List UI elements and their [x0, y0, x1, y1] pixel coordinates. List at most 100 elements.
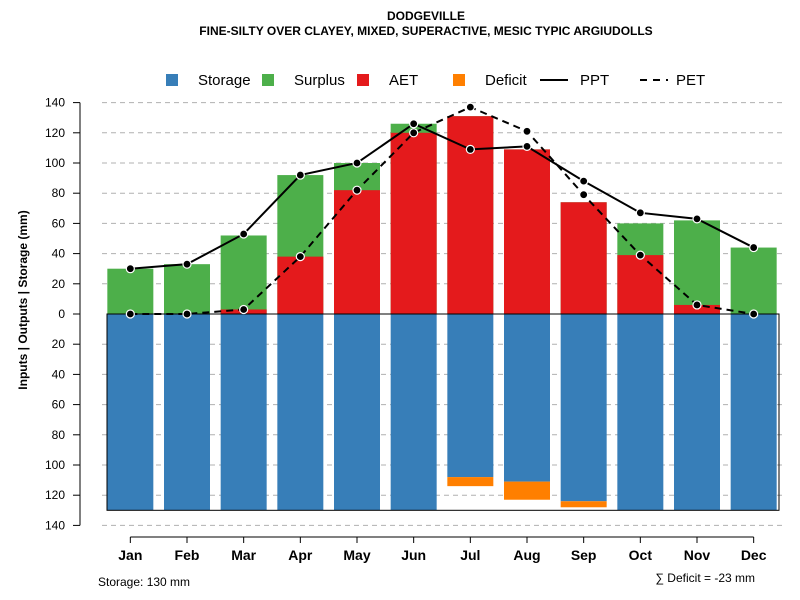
legend-label-ppt: PPT [580, 72, 609, 89]
chart-legend: Storage Surplus AET Deficit PPT PET [166, 72, 705, 89]
ppt-point [692, 214, 702, 224]
ppt-point [465, 144, 475, 155]
x-tick-label: Jan [118, 547, 142, 563]
deficit-bar [447, 477, 494, 487]
pet-point [579, 190, 589, 200]
pet-point [409, 128, 419, 138]
storage-bar [617, 314, 664, 511]
deficit-bar [560, 501, 607, 508]
chart-title: DODGEVILLE [387, 9, 465, 23]
ppt-point [635, 208, 645, 218]
ppt-point [579, 176, 589, 186]
storage-bar [277, 314, 324, 511]
axes: 140 120 100 80 60 40 20 0 20 40 60 80 100 120 140 Jan Fe… [45, 96, 767, 563]
aet-bar [504, 149, 550, 314]
storage-bar [560, 314, 607, 502]
pet-point [295, 252, 305, 262]
x-tick-label: May [343, 547, 370, 563]
legend-swatch-storage [166, 74, 178, 86]
x-tick-label: Nov [684, 547, 711, 563]
storage-bar [447, 314, 494, 478]
storage-bar [674, 314, 720, 511]
ppt-point [522, 141, 532, 151]
pet-point [635, 250, 645, 260]
y-tick-label: 120 [45, 126, 65, 140]
x-tick-label: Mar [231, 547, 256, 563]
pet-point [749, 309, 759, 319]
storage-bar [390, 314, 437, 511]
storage-bar [107, 314, 154, 511]
pet-point [465, 102, 475, 112]
legend-label-aet: AET [389, 72, 418, 89]
aet-bar [277, 256, 324, 314]
y-tick-label: 80 [52, 428, 66, 442]
y-tick-label: 100 [45, 458, 65, 472]
x-tick-label: Oct [629, 547, 653, 563]
pet-line [130, 106, 754, 315]
y-tick-label: 60 [52, 216, 66, 230]
chart-subtitle: FINE-SILTY OVER CLAYEY, MIXED, SUPERACTI… [199, 24, 652, 38]
ppt-point [409, 119, 419, 129]
deficit-note: ∑ Deficit = -23 mm [655, 571, 755, 585]
deficit-bar [504, 481, 550, 500]
y-tick-label: 60 [52, 398, 66, 412]
storage-bar [504, 314, 550, 482]
x-tick-label: Jun [401, 547, 426, 563]
surplus-bar [220, 235, 267, 314]
surplus-bar [164, 264, 210, 314]
pet-point [352, 185, 362, 195]
pet-point [182, 309, 192, 319]
aet-bar [334, 190, 380, 314]
y-tick-label: 80 [52, 186, 66, 200]
ppt-point [239, 229, 249, 239]
y-tick-label: 20 [52, 337, 66, 351]
ppt-point [352, 158, 362, 168]
x-tick-label: Jul [460, 547, 480, 563]
y-tick-label: 40 [52, 367, 66, 381]
surplus-bar [107, 268, 154, 314]
aet-bar [390, 132, 437, 314]
storage-note: Storage: 130 mm [98, 575, 190, 589]
legend-label-surplus: Surplus [294, 72, 345, 89]
x-tick-label: Apr [288, 547, 313, 563]
storage-bar [334, 314, 380, 511]
legend-swatch-deficit [453, 74, 465, 86]
y-axis-label: Inputs | Outputs | Storage (mm) [16, 210, 30, 389]
pet-point [522, 126, 532, 136]
ppt-point [295, 170, 305, 180]
bar-layer [107, 116, 777, 511]
x-tick-label: Feb [175, 547, 200, 563]
ppt-point [125, 264, 135, 274]
x-tick-label: Dec [741, 547, 767, 563]
line-layer [125, 102, 759, 319]
storage-bar [730, 314, 777, 511]
y-tick-label: 140 [45, 96, 65, 110]
pet-point [692, 300, 702, 310]
storage-capacity-frame [106, 313, 780, 511]
y-tick-label: 40 [52, 247, 66, 261]
aet-bar [617, 255, 664, 314]
y-tick-label: 0 [58, 307, 65, 321]
ppt-point [749, 242, 759, 253]
surplus-bar [674, 220, 720, 314]
y-tick-label: 20 [52, 277, 66, 291]
legend-label-pet: PET [676, 72, 705, 89]
ppt-line [130, 122, 755, 270]
y-tick-label: 100 [45, 156, 65, 170]
legend-swatch-aet [357, 74, 369, 86]
storage-bar [164, 314, 210, 511]
x-tick-label: Aug [513, 547, 540, 563]
x-tick-label: Sep [571, 547, 597, 563]
legend-swatch-surplus [262, 74, 274, 86]
storage-bar [220, 314, 267, 511]
pet-point [239, 304, 249, 315]
y-tick-label: 140 [45, 518, 65, 532]
legend-label-deficit: Deficit [485, 72, 528, 89]
ppt-point [182, 259, 192, 269]
aet-bar [560, 202, 607, 314]
legend-label-storage: Storage [198, 72, 251, 89]
surplus-bar [730, 247, 777, 314]
y-tick-label: 120 [45, 488, 65, 502]
bar-frames [106, 313, 780, 511]
